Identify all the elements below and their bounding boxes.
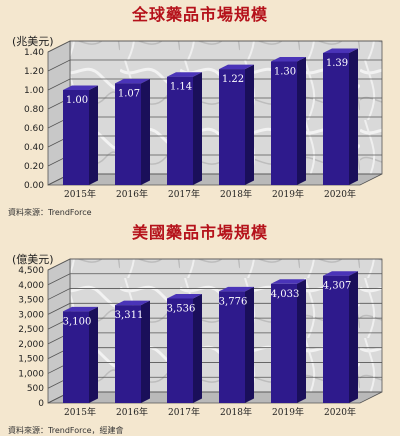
bar-side	[297, 279, 306, 403]
data-label: 1.30	[274, 67, 296, 78]
bar	[323, 275, 349, 403]
bar-side	[141, 300, 150, 403]
bar	[63, 90, 89, 185]
y-tick-label: 0.60	[24, 124, 44, 134]
y-tick-label: 1.40	[24, 48, 44, 58]
bar-side	[89, 85, 98, 185]
y-tick-label: 4,500	[18, 266, 44, 276]
y-tick-label: 4,000	[18, 281, 44, 291]
bar-side	[141, 78, 150, 185]
data-label: 1.14	[170, 82, 192, 93]
bar-side	[245, 286, 254, 403]
y-tick-label: 1,000	[18, 369, 44, 379]
data-label: 1.07	[118, 88, 140, 99]
bar	[271, 283, 297, 403]
y-tick-label: 0.80	[24, 105, 44, 115]
x-tick-label: 2019年	[272, 188, 304, 200]
bar-side	[349, 48, 358, 186]
bar-top	[271, 57, 306, 62]
y-tick-label: 1.00	[24, 86, 44, 96]
y-tick-label: 3,000	[18, 310, 44, 320]
bar-top	[271, 279, 306, 284]
bar	[219, 291, 245, 403]
bar-side	[193, 72, 202, 185]
us-chart-panel: 美國藥品市場規模 (億美元) 0 500 1,000 1,500 2,000 2,500 3…	[0, 218, 400, 436]
y-tick-label: 1,500	[18, 355, 44, 365]
gridline	[47, 273, 382, 286]
y-tick-label: 0	[38, 399, 44, 409]
data-label: 3,311	[115, 310, 144, 321]
data-label: 3,536	[167, 303, 196, 314]
y-tick-label: 2,000	[18, 340, 44, 350]
data-label: 3,776	[219, 296, 248, 307]
data-label: 1.00	[66, 95, 88, 106]
x-tick-label: 2019年	[272, 406, 304, 418]
bar-top	[167, 293, 202, 299]
source-note: 資料來源：TrendForce	[8, 208, 92, 217]
bar-side	[245, 64, 254, 185]
bar-top	[115, 300, 150, 306]
data-label: 4,307	[323, 281, 352, 292]
bar	[167, 298, 193, 403]
bar-top	[219, 64, 254, 70]
bar	[63, 311, 89, 403]
bar	[115, 83, 141, 185]
x-tick-label: 2017年	[168, 188, 200, 200]
x-tick-label: 2017年	[168, 406, 200, 418]
chart-title: 美國藥品市場規模	[131, 223, 268, 242]
gridline	[47, 40, 382, 53]
bar-top	[323, 48, 358, 53]
gridline	[47, 258, 382, 271]
bar-side	[89, 306, 98, 403]
chart-title: 全球藥品市場規模	[131, 5, 268, 24]
y-tick-label: 0.20	[24, 162, 44, 172]
bar-side	[297, 57, 306, 185]
bar-top	[167, 72, 202, 77]
data-label: 3,100	[63, 316, 92, 327]
y-tick-label: 0.00	[24, 181, 44, 191]
bar	[167, 76, 193, 185]
bar	[271, 61, 297, 185]
global-chart-panel: 全球藥品市場規模 (兆美元) 0.00 0.20 0.40 0.60 0.80 1.00 1…	[8, 5, 383, 217]
y-tick-label: 0.40	[24, 143, 44, 153]
bar	[323, 52, 349, 186]
us-bar-chart: 0 500 1,000 1,500 2,000 2,500 3,000 3,500 4,000 4…	[18, 258, 383, 418]
x-tick-label: 2018年	[220, 406, 252, 418]
data-label: 4,033	[271, 289, 300, 300]
source-note: 資料來源：TrendForce，經建會	[8, 426, 124, 435]
bar-top	[219, 286, 254, 292]
data-label: 1.39	[326, 58, 348, 69]
x-tick-label: 2015年	[64, 406, 96, 418]
y-tick-label: 3,500	[18, 296, 44, 306]
y-unit-label: (兆美元)	[12, 35, 54, 48]
global-bar-chart: 0.00 0.20 0.40 0.60 0.80 1.00 1.20 1.40 1.00 2015…	[24, 40, 383, 200]
x-tick-label: 2015年	[64, 188, 96, 200]
bar-top	[323, 271, 358, 276]
x-tick-label: 2016年	[116, 406, 148, 418]
x-tick-label: 2020年	[324, 188, 356, 200]
bar-top	[115, 78, 150, 84]
y-tick-label: 1.20	[24, 67, 44, 77]
bar-top	[63, 85, 98, 90]
data-label: 1.22	[222, 74, 244, 85]
bar	[219, 69, 245, 185]
x-tick-label: 2016年	[116, 188, 148, 200]
bar-side	[349, 271, 358, 403]
bar-top	[63, 306, 98, 312]
y-tick-label: 500	[27, 384, 44, 394]
y-tick-label: 2,500	[18, 325, 44, 335]
x-tick-label: 2018年	[220, 188, 252, 200]
bar	[115, 305, 141, 403]
y-unit-label: (億美元)	[12, 253, 54, 266]
bar-side	[193, 293, 202, 403]
x-tick-label: 2020年	[324, 406, 356, 418]
